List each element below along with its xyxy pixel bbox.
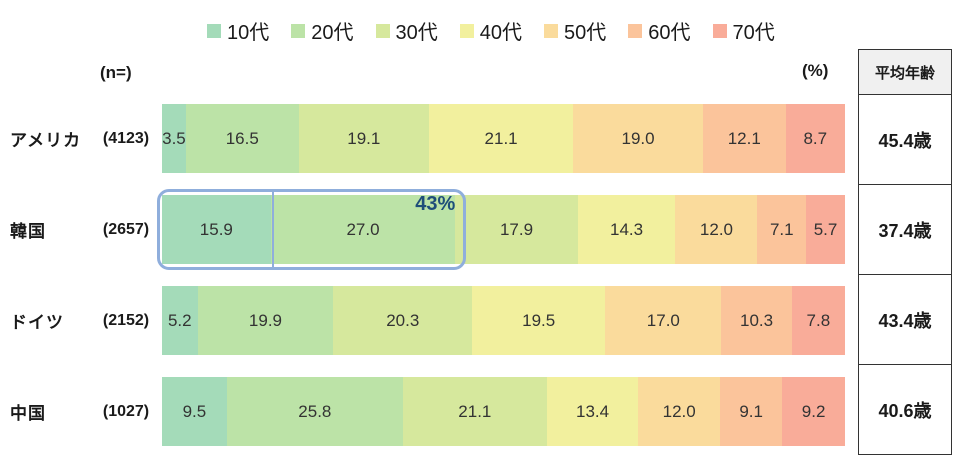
bar-segment: 19.5 — [472, 286, 606, 355]
legend-label: 60代 — [648, 22, 691, 44]
bar-segment: 19.0 — [573, 104, 703, 173]
legend-swatch-icon — [459, 23, 474, 38]
country-label: 韓国 — [10, 222, 46, 241]
average-age-value: 45.4歳 — [878, 130, 932, 151]
legend-swatch-icon — [375, 23, 390, 38]
bar-segment: 7.1 — [757, 195, 807, 264]
legend-label: 30代 — [395, 22, 438, 44]
legend-item: 30代 — [375, 16, 438, 45]
country-label: 中国 — [10, 404, 46, 423]
bar-segment: 5.7 — [806, 195, 845, 264]
legend-label: 70代 — [732, 22, 775, 44]
sample-size-label: (4123) — [102, 129, 150, 147]
percent-axis-label: (%) — [802, 61, 829, 80]
bar-segment: 21.1 — [429, 104, 574, 173]
bar-segment: 14.3 — [577, 195, 676, 264]
bar-segment: 20.3 — [333, 286, 473, 355]
bar-segment: 12.0 — [675, 195, 758, 264]
country-row: ドイツ (2152) 5.2 19.9 20.3 19.5 17.0 10.3 7.8 — [0, 286, 846, 355]
average-age-header: 平均年齢 — [859, 50, 951, 95]
bar-segment: 3.5 — [162, 104, 186, 173]
stacked-bar: 5.2 19.9 20.3 19.5 17.0 10.3 7.8 — [162, 286, 846, 355]
bar-segment: 5.2 — [162, 286, 198, 355]
stacked-bar: 3.5 16.5 19.1 21.1 19.0 12.1 8.7 — [162, 104, 845, 173]
country-label: ドイツ — [10, 313, 64, 332]
bar-rows: アメリカ (4123) 3.5 16.5 19.1 21.1 19.0 12.1 8.7 韓… — [0, 104, 846, 468]
legend-label: 10代 — [227, 22, 270, 44]
bar-segment: 12.1 — [702, 104, 786, 173]
bar-segment: 9.5 — [162, 377, 227, 446]
legend-item: 10代 — [207, 16, 269, 45]
average-age-value: 40.6歳 — [859, 364, 951, 454]
bar-segment: 7.8 — [791, 286, 846, 355]
country-row: 中国 (1027) 9.5 25.8 21.1 13.4 12.0 9.1 9.2 — [0, 377, 845, 446]
legend-item: 20代 — [291, 16, 354, 45]
legend-swatch-icon — [712, 23, 727, 38]
stacked-bar: 15.9 27.0 17.9 14.3 12.0 7.1 5.7 43% — [157, 189, 845, 270]
legend-item: 60代 — [628, 16, 691, 45]
sample-size-label: (2657) — [102, 220, 150, 238]
bar-segment: 12.0 — [638, 377, 721, 446]
legend-label: 40代 — [479, 22, 522, 44]
bar-segment: 16.5 — [185, 104, 299, 173]
legend-swatch-icon — [628, 23, 643, 38]
legend-item: 40代 — [459, 16, 522, 45]
bar-segment: 15.9 — [162, 195, 271, 264]
legend-swatch-icon — [544, 23, 558, 38]
legend: 10代 20代 30代 40代 50代 60代 70代 — [207, 16, 775, 45]
sample-size-label: (1027) — [102, 402, 150, 420]
country-row: 韓国 (2657) 15.9 27.0 17.9 14.3 12.0 7.1 5.7 43% — [0, 189, 845, 270]
n-axis-label: (n=) — [100, 63, 132, 82]
average-age-table: 平均年齢 45.4歳 37.4歳 43.4歳 40.6歳 — [858, 49, 952, 455]
bar-segment: 19.9 — [197, 286, 334, 355]
legend-swatch-icon — [291, 23, 306, 38]
legend-label: 50代 — [564, 22, 607, 44]
bar-segment: 25.8 — [226, 377, 403, 446]
bar-segment: 9.1 — [720, 377, 783, 446]
legend-label: 20代 — [311, 22, 354, 44]
legend-swatch-icon — [207, 23, 221, 38]
legend-item: 50代 — [544, 16, 606, 45]
bar-segment: 8.7 — [785, 104, 845, 173]
bar-segment: 9.2 — [782, 377, 845, 446]
average-age-value: 37.4歳 — [859, 184, 951, 274]
legend-item: 70代 — [712, 16, 775, 45]
stacked-bar: 9.5 25.8 21.1 13.4 12.0 9.1 9.2 — [162, 377, 845, 446]
bar-segment: 17.9 — [455, 195, 578, 264]
country-label: アメリカ — [10, 131, 82, 150]
average-age-value: 43.4歳 — [859, 274, 951, 364]
average-age-cells: 45.4歳 37.4歳 43.4歳 40.6歳 — [859, 95, 951, 454]
bar-segment: 13.4 — [546, 377, 639, 446]
bar-segment: 21.1 — [402, 377, 547, 446]
bar-segment: 19.1 — [298, 104, 430, 173]
bar-segment: 27.0 — [270, 195, 456, 264]
bar-segment: 17.0 — [605, 286, 722, 355]
bar-segment: 10.3 — [721, 286, 792, 355]
country-row: アメリカ (4123) 3.5 16.5 19.1 21.1 19.0 12.1 8.7 — [0, 104, 845, 173]
sample-size-label: (2152) — [102, 311, 150, 329]
